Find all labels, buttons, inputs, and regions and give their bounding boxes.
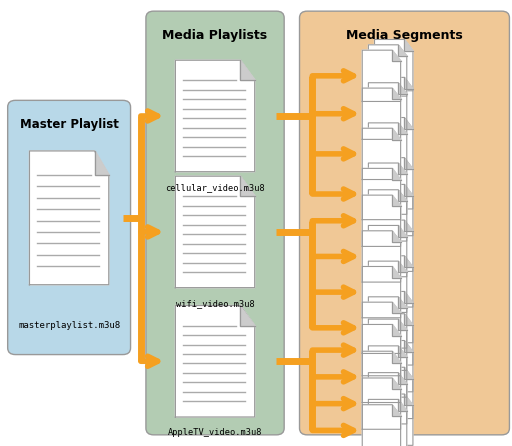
Text: cellular_video.m3u8: cellular_video.m3u8 xyxy=(165,183,265,192)
Polygon shape xyxy=(398,297,407,308)
Polygon shape xyxy=(369,45,407,96)
Polygon shape xyxy=(392,231,400,242)
Polygon shape xyxy=(404,314,413,325)
Text: AppleTV_video.m3u8: AppleTV_video.m3u8 xyxy=(168,428,262,437)
Polygon shape xyxy=(95,151,109,175)
Polygon shape xyxy=(175,176,254,288)
Polygon shape xyxy=(398,319,407,330)
Polygon shape xyxy=(362,302,400,353)
Polygon shape xyxy=(375,314,413,365)
Polygon shape xyxy=(404,78,413,89)
Polygon shape xyxy=(404,117,413,129)
Polygon shape xyxy=(392,351,400,363)
Polygon shape xyxy=(404,185,413,196)
Polygon shape xyxy=(398,400,407,411)
Polygon shape xyxy=(392,267,400,278)
Polygon shape xyxy=(241,60,254,80)
Polygon shape xyxy=(404,394,413,405)
Polygon shape xyxy=(404,341,413,352)
Polygon shape xyxy=(369,373,407,424)
Polygon shape xyxy=(392,128,400,140)
Text: Media Playlists: Media Playlists xyxy=(162,29,268,42)
Polygon shape xyxy=(362,231,400,282)
Polygon shape xyxy=(398,123,407,134)
Polygon shape xyxy=(362,378,400,429)
Polygon shape xyxy=(404,158,413,169)
Polygon shape xyxy=(369,163,407,215)
Polygon shape xyxy=(369,83,407,134)
Polygon shape xyxy=(404,256,413,267)
Polygon shape xyxy=(392,88,400,99)
FancyBboxPatch shape xyxy=(8,100,131,355)
Polygon shape xyxy=(398,346,407,357)
Polygon shape xyxy=(392,325,400,336)
Text: masterplaylist.m3u8: masterplaylist.m3u8 xyxy=(18,321,120,330)
Polygon shape xyxy=(404,368,413,379)
Polygon shape xyxy=(369,123,407,174)
Polygon shape xyxy=(375,78,413,128)
Polygon shape xyxy=(375,368,413,418)
Polygon shape xyxy=(362,195,400,246)
Polygon shape xyxy=(241,176,254,196)
Polygon shape xyxy=(398,190,407,201)
FancyBboxPatch shape xyxy=(146,11,284,435)
Polygon shape xyxy=(392,405,400,416)
Text: Media Segments: Media Segments xyxy=(346,29,463,42)
Text: wifi_video.m3u8: wifi_video.m3u8 xyxy=(176,299,254,308)
Polygon shape xyxy=(404,292,413,303)
Polygon shape xyxy=(175,306,254,417)
Polygon shape xyxy=(398,45,407,56)
Polygon shape xyxy=(369,226,407,277)
Polygon shape xyxy=(362,128,400,179)
Polygon shape xyxy=(369,346,407,397)
Polygon shape xyxy=(175,60,254,172)
Polygon shape xyxy=(375,292,413,343)
Polygon shape xyxy=(398,261,407,273)
Text: Master Playlist: Master Playlist xyxy=(19,118,119,131)
Polygon shape xyxy=(375,256,413,307)
Polygon shape xyxy=(369,261,407,312)
Polygon shape xyxy=(369,297,407,348)
Polygon shape xyxy=(404,40,413,51)
Polygon shape xyxy=(362,88,400,139)
Polygon shape xyxy=(362,267,400,318)
Polygon shape xyxy=(362,325,400,376)
Polygon shape xyxy=(375,117,413,169)
FancyBboxPatch shape xyxy=(300,11,509,435)
Polygon shape xyxy=(375,341,413,392)
Polygon shape xyxy=(375,394,413,445)
Polygon shape xyxy=(392,195,400,206)
Polygon shape xyxy=(375,40,413,91)
Polygon shape xyxy=(398,373,407,384)
Polygon shape xyxy=(369,319,407,370)
Polygon shape xyxy=(362,169,400,220)
Polygon shape xyxy=(369,400,407,446)
Polygon shape xyxy=(362,405,400,446)
Polygon shape xyxy=(241,306,254,326)
Polygon shape xyxy=(404,220,413,231)
Polygon shape xyxy=(392,50,400,62)
Polygon shape xyxy=(398,226,407,237)
Polygon shape xyxy=(392,169,400,180)
Polygon shape xyxy=(392,378,400,389)
Polygon shape xyxy=(398,163,407,174)
Polygon shape xyxy=(392,302,400,314)
Polygon shape xyxy=(375,158,413,209)
Polygon shape xyxy=(362,50,400,102)
Polygon shape xyxy=(369,190,407,241)
Polygon shape xyxy=(375,220,413,271)
Polygon shape xyxy=(362,351,400,402)
Polygon shape xyxy=(30,151,109,285)
Polygon shape xyxy=(398,83,407,94)
Polygon shape xyxy=(375,185,413,235)
